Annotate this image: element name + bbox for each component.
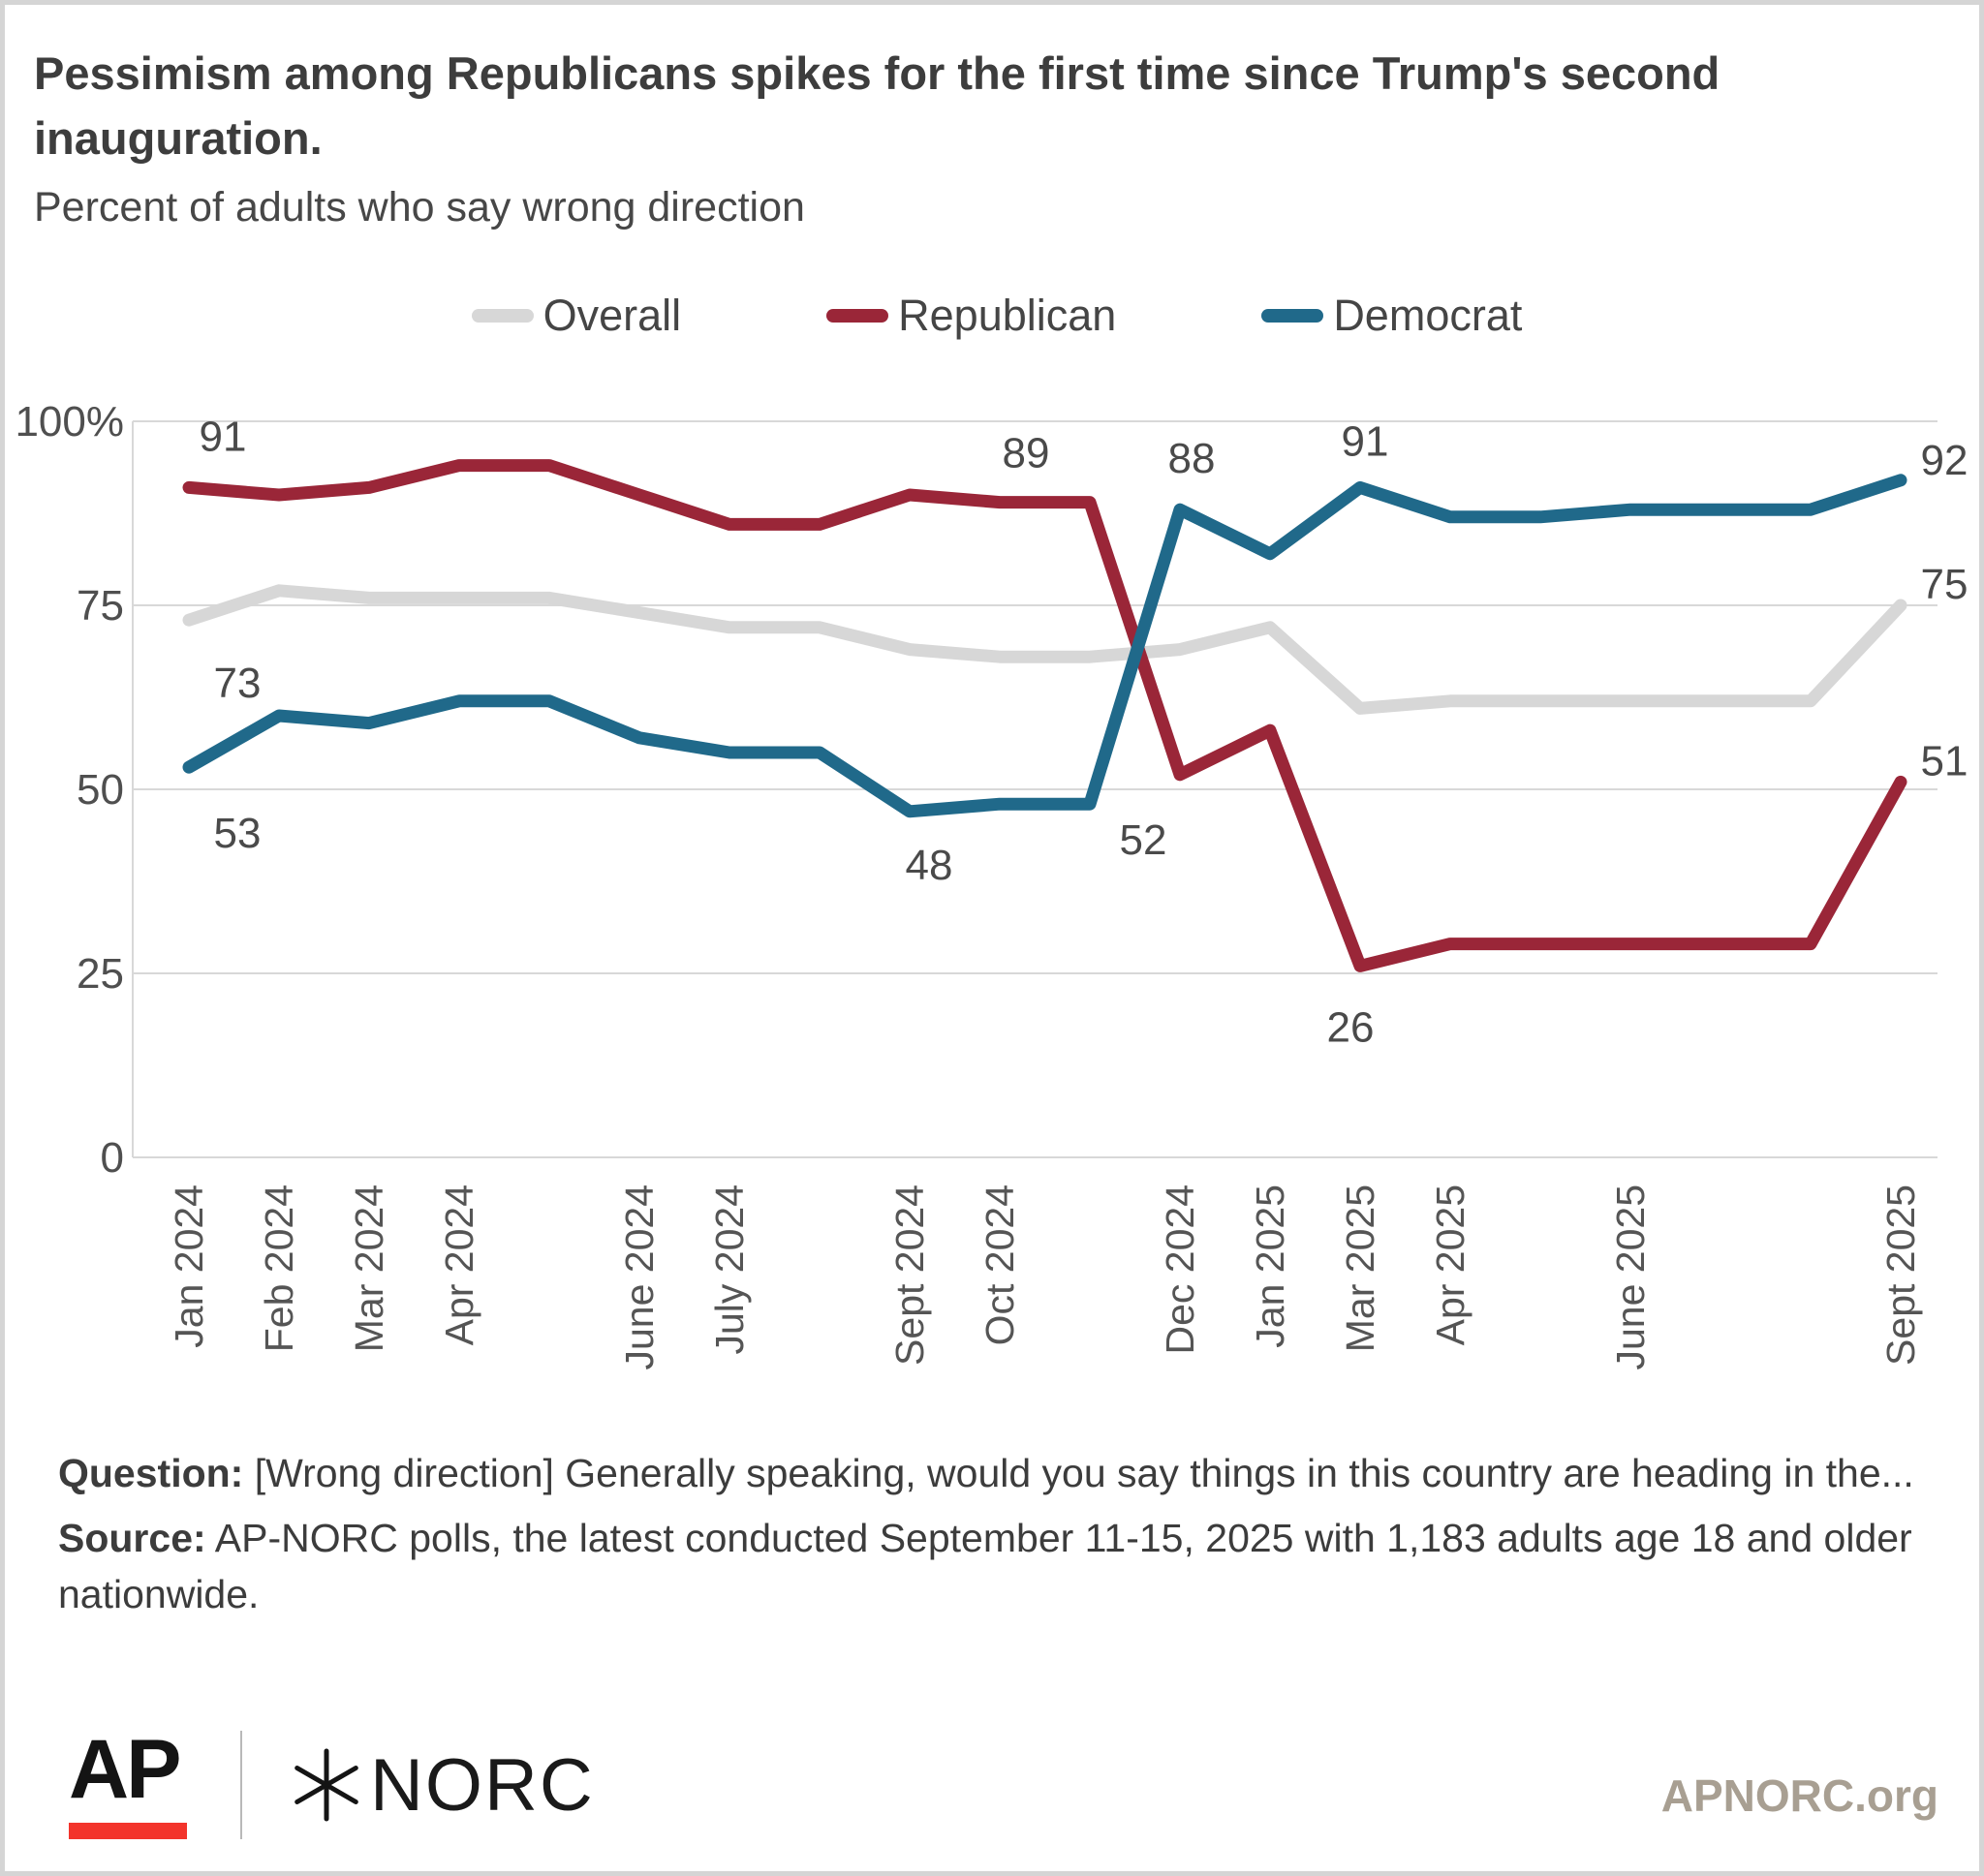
brand-logos: AP NORC [69, 1727, 595, 1843]
data-label-democrat-53: 53 [214, 810, 262, 857]
data-label-republican-26: 26 [1327, 1003, 1375, 1051]
x-tick-label: Mar 2024 [347, 1184, 391, 1352]
y-tick-label: 75 [77, 582, 124, 630]
question-label: Question: [58, 1451, 244, 1495]
y-tick-label: 100% [15, 398, 124, 446]
norc-logo: NORC [289, 1743, 595, 1828]
apnorc-site-link[interactable]: APNORC.org [1660, 1770, 1938, 1821]
chart-subtitle: Percent of adults who say wrong directio… [34, 184, 805, 231]
legend-item-democrat: Democrat [1261, 291, 1522, 341]
data-label-republican-51: 51 [1921, 737, 1968, 784]
x-tick-label: Sept 2024 [887, 1184, 932, 1366]
legend-item-overall: Overall [471, 291, 682, 341]
series-line-overall [182, 584, 1907, 715]
logo-divider [240, 1731, 242, 1839]
x-tick-label: June 2025 [1608, 1184, 1653, 1370]
y-tick-label: 50 [77, 766, 124, 814]
legend-label: Overall [542, 291, 682, 340]
x-tick-label: Mar 2025 [1338, 1184, 1382, 1352]
legend-swatch-democrat [1261, 309, 1324, 323]
ap-logo-redbar [69, 1823, 187, 1840]
legend-swatch-overall [471, 309, 534, 323]
x-tick-label: Dec 2024 [1158, 1184, 1202, 1355]
norc-star-icon [294, 1748, 358, 1822]
question-text: [Wrong direction] Generally speaking, wo… [243, 1451, 1914, 1495]
x-tick-label: Apr 2024 [437, 1184, 481, 1345]
x-tick-label: Apr 2025 [1428, 1184, 1472, 1345]
x-tick-label: Feb 2024 [257, 1184, 301, 1352]
data-label-democrat-88: 88 [1168, 435, 1216, 482]
legend-swatch-republican [826, 309, 889, 323]
ap-logo: AP [69, 1722, 187, 1840]
data-label-republican-52: 52 [1120, 816, 1167, 864]
data-label-democrat-48: 48 [906, 842, 953, 889]
data-label-overall-73: 73 [214, 660, 262, 707]
x-tick-label: Oct 2024 [977, 1184, 1022, 1345]
source-note: Source: AP-NORC polls, the latest conduc… [58, 1511, 1947, 1622]
chart-notes: Question: [Wrong direction] Generally sp… [58, 1446, 1947, 1632]
data-label-republican-89: 89 [1003, 430, 1050, 477]
chart-title: Pessimism among Republicans spikes for t… [34, 47, 1720, 164]
data-label-overall-75: 75 [1921, 561, 1968, 608]
x-tick-label: Jan 2024 [167, 1184, 211, 1348]
x-tick-label: Sept 2025 [1878, 1184, 1923, 1366]
line-chart: 100% 75 50 25 0 Jan 2024 Feb 2024 Mar 2024 Apr 2… [15, 398, 1968, 1370]
legend-label: Republican [898, 291, 1117, 340]
ap-logo-text: AP [69, 1722, 181, 1816]
y-tick-label: 25 [77, 950, 124, 998]
source-text: AP-NORC polls, the latest conducted Sept… [58, 1516, 1912, 1616]
data-label-republican-91: 91 [200, 413, 247, 460]
x-tick-label: July 2024 [707, 1184, 752, 1355]
question-note: Question: [Wrong direction] Generally sp… [58, 1446, 1947, 1501]
data-label-democrat-92: 92 [1921, 437, 1968, 484]
series-line-democrat [182, 474, 1907, 818]
series-line-republican [182, 459, 1907, 972]
source-label: Source: [58, 1516, 206, 1561]
legend-label: Democrat [1333, 291, 1523, 340]
chart-legend: Overall Republican Democrat [5, 291, 1979, 341]
data-label-democrat-91: 91 [1342, 417, 1389, 465]
x-tick-label: Jan 2025 [1248, 1184, 1292, 1348]
norc-logo-text: NORC [370, 1743, 595, 1827]
x-tick-label: June 2024 [617, 1184, 662, 1370]
legend-item-republican: Republican [826, 291, 1116, 341]
y-tick-label: 0 [101, 1134, 124, 1182]
